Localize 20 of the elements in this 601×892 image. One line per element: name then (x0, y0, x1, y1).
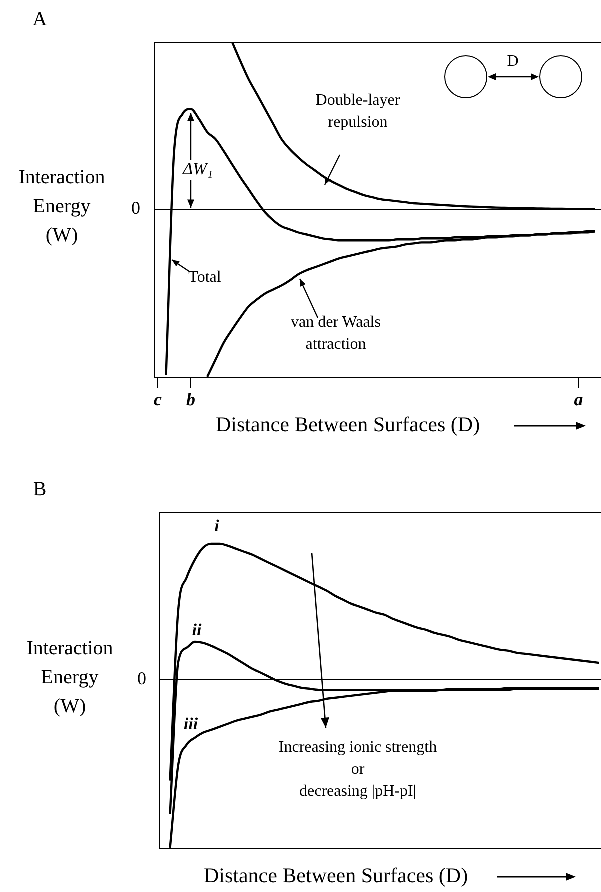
y-axis-title: Interaction Energy (W) (26, 637, 114, 718)
x-axis-title: Distance Between Surfaces (D) (204, 864, 468, 888)
y-axis-title: Interaction Energy (W) (18, 166, 106, 246)
series-label: van der Waals attraction (291, 314, 381, 354)
series-label: i (214, 516, 220, 536)
ref-line-label: 0 (132, 198, 140, 218)
chart-title: B (33, 478, 47, 500)
annotation: ΔW₁ (182, 159, 214, 178)
annotation: Increasing ionic strength or decreasing |pH-pI| (278, 739, 438, 800)
ref-line-label: 0 (138, 668, 146, 689)
x-tick-label: b (186, 389, 196, 410)
series-label: Double-layer repulsion (316, 92, 401, 132)
legend-label: Total (188, 269, 222, 286)
annotation: D (507, 53, 519, 70)
series-label: ii (192, 620, 202, 640)
x-axis-title: Distance Between Surfaces (D) (216, 412, 480, 437)
x-tick-label: a (574, 389, 584, 410)
chart-title: A (32, 8, 48, 30)
series-label: iii (184, 714, 198, 734)
x-tick-label: c (154, 389, 162, 410)
